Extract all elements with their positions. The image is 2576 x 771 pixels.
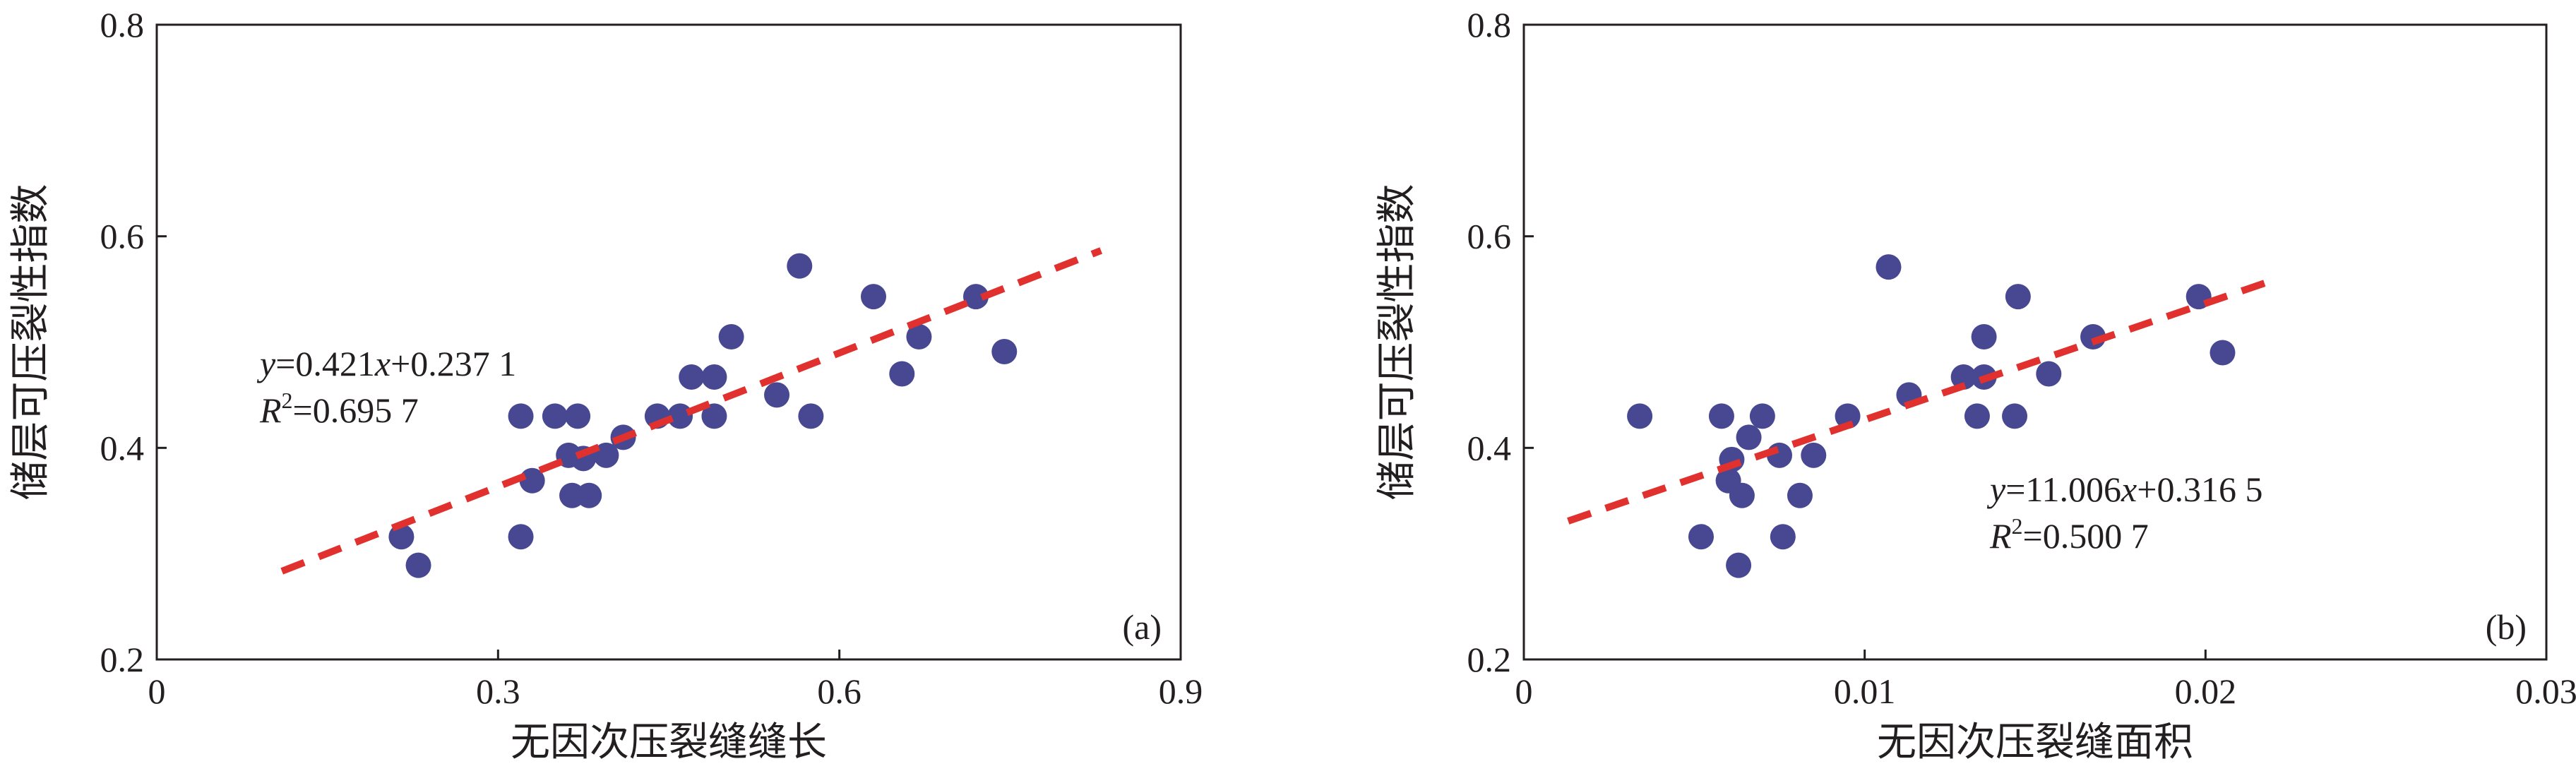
r2-superscript: 2: [2012, 513, 2023, 539]
data-point: [679, 364, 705, 390]
panel-label: (a): [1123, 607, 1162, 647]
r2-superscript: 2: [282, 388, 293, 413]
data-point: [1801, 442, 1827, 468]
data-point: [1726, 552, 1752, 578]
data-point: [963, 284, 989, 310]
x-tick-label: 0.01: [1834, 671, 1896, 711]
equation-slope: =0.421: [275, 344, 375, 383]
data-point: [991, 338, 1018, 364]
data-point: [1770, 524, 1796, 550]
data-point: [593, 442, 619, 468]
data-point: [1971, 324, 1997, 350]
data-point: [508, 403, 534, 429]
data-point: [1688, 524, 1714, 550]
data-point: [565, 403, 591, 429]
data-point: [542, 403, 568, 429]
data-point: [1964, 403, 1990, 429]
plot-frame: [1522, 23, 2548, 661]
plot-frame: [155, 23, 1182, 661]
fit-equation: y=0.421x+0.237 1: [256, 344, 516, 383]
y-tick-label: 0.2: [100, 640, 145, 679]
x-tick-label: 0: [1515, 671, 1533, 711]
data-point: [1749, 403, 1775, 429]
equation-intercept: +0.237 1: [390, 344, 516, 383]
data-point: [798, 403, 824, 429]
data-point: [405, 552, 431, 578]
y-tick-label: 0.4: [1467, 428, 1512, 467]
data-point: [1787, 482, 1813, 508]
equation-intercept: +0.316 5: [2137, 470, 2262, 509]
fit-line: [1567, 276, 2275, 525]
data-point: [701, 364, 727, 390]
data-point: [508, 524, 534, 550]
x-axis-title: 无因次压裂缝缝长: [511, 721, 827, 765]
x-axis-title: 无因次压裂缝面积: [1877, 721, 2193, 765]
data-point: [718, 324, 744, 350]
y-tick-label: 0.8: [100, 5, 145, 44]
y-axis-title: 储层可压裂性指数: [9, 184, 53, 501]
data-point: [519, 467, 545, 494]
data-point: [764, 382, 790, 408]
data-point: [2002, 403, 2028, 429]
equation-x: x: [374, 344, 390, 383]
data-point: [1708, 403, 1734, 429]
y-tick-label: 0.8: [1467, 5, 1512, 44]
panel-label: (b): [2486, 607, 2527, 647]
fit-equation: y=11.006x+0.316 5: [1986, 470, 2262, 509]
y-axis-title: 储层可压裂性指数: [1376, 184, 1419, 501]
x-tick-label: 0.6: [817, 671, 861, 711]
y-tick-label: 0.6: [1467, 217, 1512, 256]
r2-value: =0.500 7: [2023, 516, 2149, 556]
equation-y: y: [256, 344, 276, 383]
x-tick-label: 0: [148, 671, 166, 711]
x-tick-label: 0.03: [2515, 671, 2576, 711]
y-tick-label: 0.2: [1467, 640, 1512, 679]
x-tick-label: 0.9: [1159, 671, 1203, 711]
r2-symbol: R: [259, 390, 282, 430]
equation-y: y: [1986, 470, 2006, 509]
data-point: [701, 403, 727, 429]
x-tick-label: 0.3: [476, 671, 520, 711]
data-point: [2036, 361, 2062, 387]
equation-x: x: [2121, 470, 2137, 509]
data-point: [861, 284, 886, 310]
data-point: [1736, 424, 1762, 450]
data-point: [787, 253, 813, 279]
data-point: [1729, 482, 1755, 508]
x-tick-label: 0.02: [2175, 671, 2237, 711]
r2-value: =0.695 7: [293, 390, 419, 430]
equation-slope: =11.006: [2005, 470, 2121, 509]
data-point: [1835, 403, 1861, 429]
data-point: [2005, 284, 2031, 310]
data-point: [1950, 364, 1976, 390]
fit-line: [280, 247, 1103, 575]
r-squared: R2=0.695 7: [259, 388, 419, 430]
data-point: [1627, 403, 1653, 429]
r2-symbol: R: [1989, 516, 2012, 556]
data-point: [889, 361, 915, 387]
data-point: [2210, 340, 2236, 366]
y-tick-label: 0.4: [100, 428, 145, 467]
data-point: [1876, 254, 1902, 280]
r-squared: R2=0.500 7: [1989, 513, 2149, 556]
data-point: [576, 482, 602, 508]
y-tick-label: 0.6: [100, 217, 145, 256]
data-point: [906, 324, 932, 350]
chart-panel-b: 0 0.01 0.02 0.03 0.2 0.4 0.6 0.8 无因次压裂缝面积 储层可压裂性指…: [1376, 5, 2576, 765]
